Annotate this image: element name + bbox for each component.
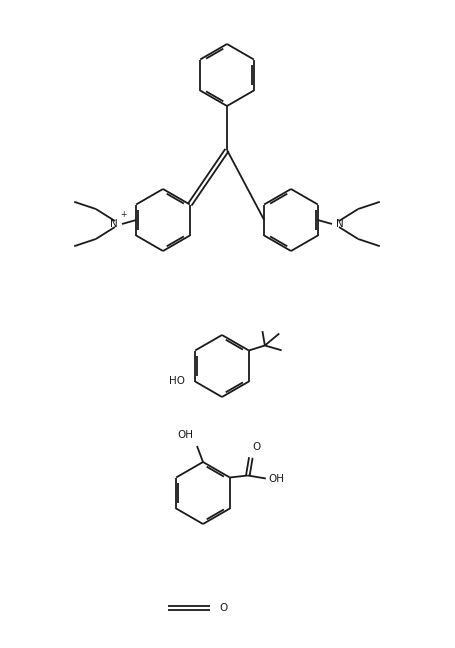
Text: N: N	[110, 219, 118, 229]
Text: +: +	[120, 210, 126, 219]
Text: O: O	[219, 603, 227, 613]
Text: OH: OH	[177, 430, 193, 440]
Text: OH: OH	[269, 474, 285, 483]
Text: HO: HO	[169, 376, 185, 386]
Text: O: O	[253, 441, 261, 452]
Text: N: N	[336, 219, 344, 229]
